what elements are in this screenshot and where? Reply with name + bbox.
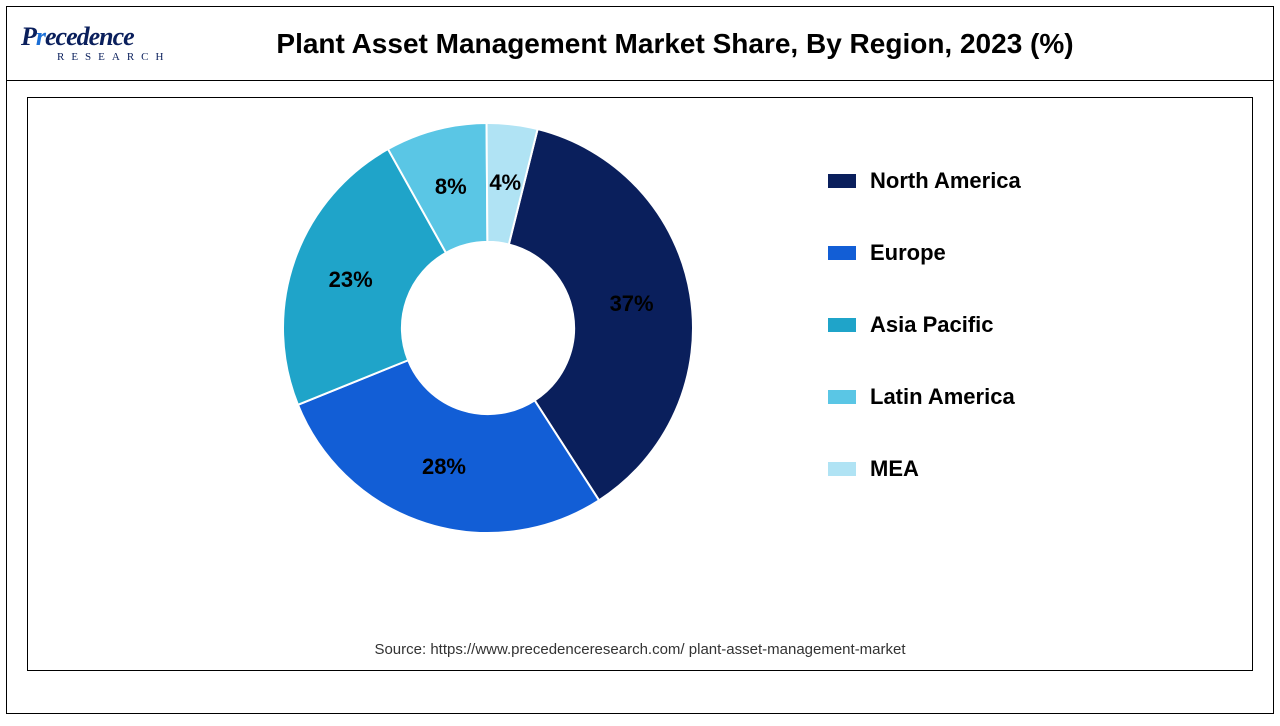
legend-swatch — [828, 390, 856, 404]
legend: North America Europe Asia Pacific Latin Ame… — [828, 168, 1021, 482]
header-bar: Precedence RESEARCH Plant Asset Manageme… — [7, 7, 1273, 81]
legend-swatch — [828, 318, 856, 332]
slice-label: 28% — [422, 454, 466, 480]
legend-row: Asia Pacific — [828, 312, 1021, 338]
slice-label: 4% — [489, 170, 521, 196]
legend-row: MEA — [828, 456, 1021, 482]
logo-rest: ecedence — [45, 22, 134, 51]
donut-chart: 37% 28% 23% 8% 4% — [278, 118, 698, 538]
plot-frame: 37% 28% 23% 8% 4% North America Europe Asia Pa… — [27, 97, 1253, 671]
legend-swatch — [828, 462, 856, 476]
brand-logo: Precedence RESEARCH — [21, 16, 211, 72]
logo-line2: RESEARCH — [21, 52, 211, 63]
legend-label: MEA — [870, 456, 919, 482]
outer-frame: Precedence RESEARCH Plant Asset Manageme… — [6, 6, 1274, 714]
logo-accent: r — [36, 22, 45, 51]
legend-label: Latin America — [870, 384, 1015, 410]
slice-label: 37% — [610, 291, 654, 317]
legend-label: Europe — [870, 240, 946, 266]
slice-label: 8% — [435, 174, 467, 200]
legend-row: Europe — [828, 240, 1021, 266]
legend-row: North America — [828, 168, 1021, 194]
logo-line1: Precedence — [21, 24, 211, 50]
legend-label: Asia Pacific — [870, 312, 994, 338]
legend-label: North America — [870, 168, 1021, 194]
slice-label: 23% — [329, 267, 373, 293]
legend-row: Latin America — [828, 384, 1021, 410]
legend-swatch — [828, 246, 856, 260]
logo-prefix: P — [21, 22, 36, 51]
legend-swatch — [828, 174, 856, 188]
source-text: Source: https://www.precedenceresearch.c… — [28, 641, 1252, 658]
chart-title: Plant Asset Management Market Share, By … — [211, 28, 1259, 60]
